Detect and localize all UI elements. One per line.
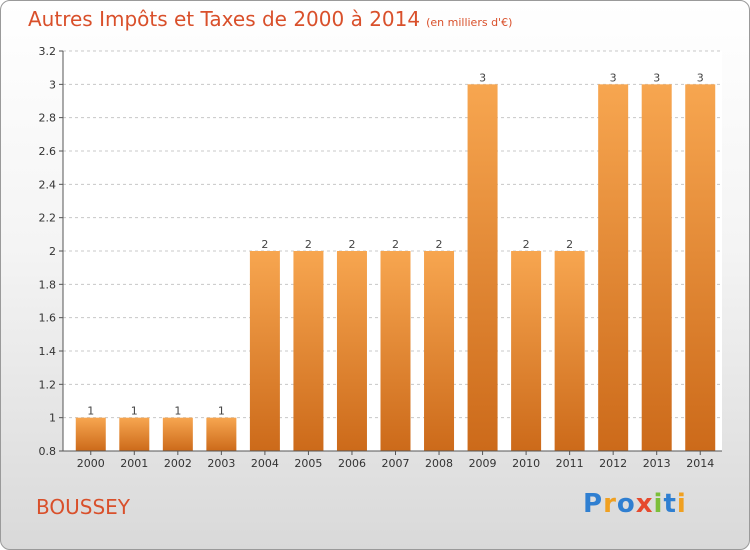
y-tick-label: 2.2 bbox=[39, 212, 57, 225]
y-tick-label: 3.2 bbox=[39, 45, 57, 58]
gridlines bbox=[63, 50, 722, 452]
bar bbox=[119, 417, 150, 451]
bar bbox=[598, 84, 629, 451]
x-tick-label: 2005 bbox=[294, 457, 322, 470]
y-tick-label: 2.4 bbox=[39, 178, 57, 191]
data-label: 2 bbox=[348, 238, 355, 251]
y-tick-label: 2.8 bbox=[39, 112, 57, 125]
bar bbox=[641, 84, 672, 451]
y-tick-label: 0.8 bbox=[39, 445, 57, 458]
x-tick-label: 2009 bbox=[469, 457, 497, 470]
y-axis: 0.8 1 1.2 1.4 1.6 1.8 2 2.2 2.4 2.6 2.8 3 3.2 bbox=[39, 45, 64, 458]
logo-letter: x bbox=[635, 489, 654, 519]
data-label: 3 bbox=[653, 71, 660, 84]
y-tick-label: 1 bbox=[49, 412, 56, 425]
y-tick-label: 1.2 bbox=[39, 378, 57, 391]
data-label: 3 bbox=[610, 71, 617, 84]
data-label: 1 bbox=[218, 405, 225, 418]
bar bbox=[554, 251, 585, 451]
logo-letter: t bbox=[663, 489, 677, 519]
bars: 1 1 1 1 2 2 2 2 2 3 2 2 3 3 3 bbox=[75, 71, 716, 451]
data-label: 2 bbox=[523, 238, 530, 251]
bar bbox=[424, 251, 455, 451]
bar bbox=[380, 251, 411, 451]
data-label: 3 bbox=[697, 71, 704, 84]
bar bbox=[293, 251, 324, 451]
bar bbox=[336, 251, 367, 451]
data-label: 3 bbox=[479, 71, 486, 84]
bar bbox=[511, 251, 542, 451]
bar bbox=[162, 417, 193, 451]
data-label: 2 bbox=[436, 238, 443, 251]
y-tick-label: 2.6 bbox=[39, 145, 57, 158]
proxiti-logo: Proxiti bbox=[583, 489, 687, 519]
chart-title: Autres Impôts et Taxes de 2000 à 2014 (en… bbox=[28, 7, 512, 31]
x-tick-label: 2003 bbox=[207, 457, 235, 470]
x-tick-label: 2000 bbox=[77, 457, 105, 470]
x-tick-label: 2008 bbox=[425, 457, 453, 470]
x-tick-label: 2010 bbox=[512, 457, 540, 470]
x-axis: 2000 2001 2002 2003 2004 2005 2006 2007 2008 2009… bbox=[63, 450, 722, 470]
bar bbox=[206, 417, 237, 451]
x-tick-label: 2012 bbox=[599, 457, 627, 470]
chart-subtitle: (en milliers d'€) bbox=[426, 16, 513, 29]
bar bbox=[467, 84, 498, 451]
y-tick-label: 1.8 bbox=[39, 278, 57, 291]
data-label: 2 bbox=[566, 238, 573, 251]
logo-letter: i bbox=[653, 489, 664, 519]
data-label: 2 bbox=[392, 238, 399, 251]
x-tick-label: 2002 bbox=[164, 457, 192, 470]
x-tick-label: 2011 bbox=[556, 457, 584, 470]
x-tick-label: 2004 bbox=[251, 457, 279, 470]
data-label: 1 bbox=[131, 405, 138, 418]
x-tick-label: 2013 bbox=[643, 457, 671, 470]
y-tick-label: 1.6 bbox=[39, 312, 57, 325]
logo-letter: P bbox=[583, 489, 604, 519]
bar bbox=[75, 417, 106, 451]
x-tick-label: 2006 bbox=[338, 457, 366, 470]
y-tick-label: 2 bbox=[49, 245, 56, 258]
x-tick-label: 2014 bbox=[686, 457, 714, 470]
data-label: 1 bbox=[87, 405, 94, 418]
bar bbox=[685, 84, 716, 451]
y-tick-label: 1.4 bbox=[39, 345, 57, 358]
data-label: 1 bbox=[174, 405, 181, 418]
data-label: 2 bbox=[305, 238, 312, 251]
logo-letter: r bbox=[603, 489, 617, 519]
chart-title-text: Autres Impôts et Taxes de 2000 à 2014 bbox=[28, 7, 421, 31]
logo-letter: o bbox=[616, 489, 636, 519]
x-tick-label: 2001 bbox=[120, 457, 148, 470]
bar bbox=[249, 251, 280, 451]
data-label: 2 bbox=[261, 238, 268, 251]
y-tick-label: 3 bbox=[49, 78, 56, 91]
x-tick-label: 2007 bbox=[382, 457, 410, 470]
logo-letter: i bbox=[676, 489, 687, 519]
commune-name: BOUSSEY bbox=[36, 495, 130, 519]
